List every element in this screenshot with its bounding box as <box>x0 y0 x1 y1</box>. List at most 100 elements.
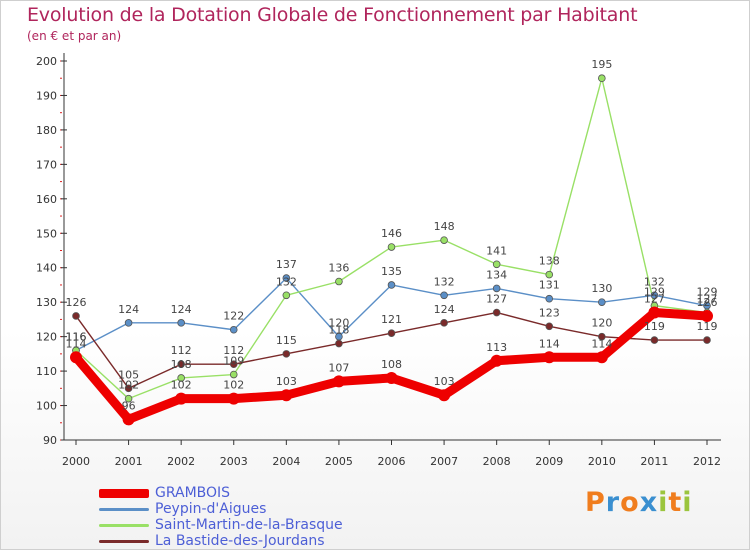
chart-legend: GRAMBOIS Peypin-d'Aigues Saint-Martin-de… <box>99 485 343 549</box>
data-label-2: 146 <box>381 227 402 240</box>
series-point-0 <box>438 389 451 402</box>
logo-letter: i <box>682 487 693 518</box>
data-label-0: 96 <box>122 399 136 412</box>
series-point-1 <box>282 274 291 282</box>
y-tick-label: 140 <box>36 262 57 275</box>
data-label-0: 102 <box>223 379 244 392</box>
series-point-0 <box>227 392 240 405</box>
series-point-2 <box>229 370 238 379</box>
data-label-3: 115 <box>276 334 297 347</box>
data-label-2: 127 <box>697 293 718 306</box>
x-tick-label: 2012 <box>693 455 721 468</box>
legend-label-la-bastide: La Bastide-des-Jourdans <box>155 533 325 549</box>
data-label-3: 119 <box>697 320 718 333</box>
data-label-1: 129 <box>697 286 718 299</box>
data-label-2: 148 <box>434 220 455 233</box>
x-tick-label: 2002 <box>167 455 195 468</box>
data-label-3: 123 <box>539 306 560 319</box>
data-label-0: 114 <box>539 337 560 350</box>
data-label-0: 126 <box>697 296 718 309</box>
x-tick-label: 2008 <box>483 455 511 468</box>
data-label-3: 112 <box>171 344 192 357</box>
logo-letter: i <box>658 487 669 518</box>
series-point-1 <box>492 284 501 293</box>
x-tick-label: 2007 <box>430 455 458 468</box>
series-point-3 <box>229 360 238 369</box>
x-tick-label: 2000 <box>62 455 90 468</box>
data-label-1: 132 <box>644 275 665 288</box>
legend-swatch-peypin <box>99 507 149 511</box>
data-label-1: 120 <box>328 317 349 330</box>
data-label-0: 107 <box>328 361 349 374</box>
y-tick-label: 90 <box>43 434 57 447</box>
series-point-1 <box>229 325 238 334</box>
y-tick-label: 110 <box>36 365 57 378</box>
legend-label-grambois: GRAMBOIS <box>155 485 231 501</box>
series-point-3 <box>598 332 606 341</box>
data-label-2: 108 <box>171 358 192 371</box>
legend-item-peypin: Peypin-d'Aigues <box>99 501 343 517</box>
data-label-2: 136 <box>328 262 349 275</box>
data-label-2: 132 <box>276 275 297 288</box>
x-tick-label: 2006 <box>378 455 406 468</box>
series-point-3 <box>703 336 711 344</box>
y-tick-label: 160 <box>36 193 57 206</box>
series-point-1 <box>545 294 554 303</box>
data-label-2: 102 <box>118 379 139 392</box>
y-tick-label: 190 <box>36 89 57 102</box>
x-tick-label: 2003 <box>220 455 248 468</box>
series-point-2 <box>282 291 291 300</box>
series-point-0 <box>385 371 398 384</box>
data-label-2: 141 <box>486 244 507 257</box>
data-label-3: 119 <box>644 320 665 333</box>
y-tick-label: 130 <box>36 296 57 309</box>
data-label-1: 137 <box>276 258 297 271</box>
legend-swatch-saint-martin <box>99 523 149 527</box>
legend-item-saint-martin: Saint-Martin-de-la-Brasque <box>99 517 343 533</box>
data-label-1: 124 <box>171 303 192 316</box>
series-point-2 <box>598 74 606 83</box>
series-point-3 <box>650 336 659 344</box>
series-point-3 <box>545 322 554 331</box>
y-tick-label: 170 <box>36 158 57 171</box>
series-point-0 <box>280 389 293 402</box>
data-label-3: 120 <box>591 317 612 330</box>
data-label-1: 130 <box>591 282 612 295</box>
x-tick-label: 2005 <box>325 455 353 468</box>
y-tick-label: 100 <box>36 400 57 413</box>
legend-item-la-bastide: La Bastide-des-Jourdans <box>99 533 343 549</box>
data-label-2: 129 <box>644 286 665 299</box>
data-label-0: 103 <box>434 375 455 388</box>
series-point-1 <box>177 319 185 327</box>
data-label-0: 102 <box>171 379 192 392</box>
series-point-0 <box>175 392 188 405</box>
series-point-1 <box>650 291 659 300</box>
data-label-3: 118 <box>328 324 349 337</box>
data-label-1: 131 <box>539 279 560 292</box>
series-point-2 <box>177 374 185 382</box>
x-tick-label: 2001 <box>115 455 143 468</box>
series-point-0 <box>490 354 503 367</box>
series-point-3 <box>72 312 80 320</box>
logo-letter: P <box>585 487 606 518</box>
series-point-3 <box>387 329 396 337</box>
y-tick-label: 150 <box>36 227 57 240</box>
data-label-1: 135 <box>381 265 402 278</box>
legend-label-peypin: Peypin-d'Aigues <box>155 501 267 517</box>
y-tick-label: 120 <box>36 331 57 344</box>
data-label-0: 114 <box>66 337 87 350</box>
logo-letter: r <box>605 487 621 518</box>
series-point-0 <box>701 309 713 322</box>
data-label-3: 121 <box>381 313 402 326</box>
data-label-1: 132 <box>434 275 455 288</box>
data-label-2: 138 <box>539 255 560 268</box>
series-point-3 <box>335 339 343 348</box>
series-point-2 <box>124 394 133 403</box>
data-label-0: 127 <box>644 293 665 306</box>
y-tick-label: 200 <box>36 55 57 68</box>
data-label-2: 195 <box>591 58 612 71</box>
legend-swatch-grambois <box>99 488 149 498</box>
series-point-1 <box>440 291 448 300</box>
series-point-2 <box>440 236 448 244</box>
